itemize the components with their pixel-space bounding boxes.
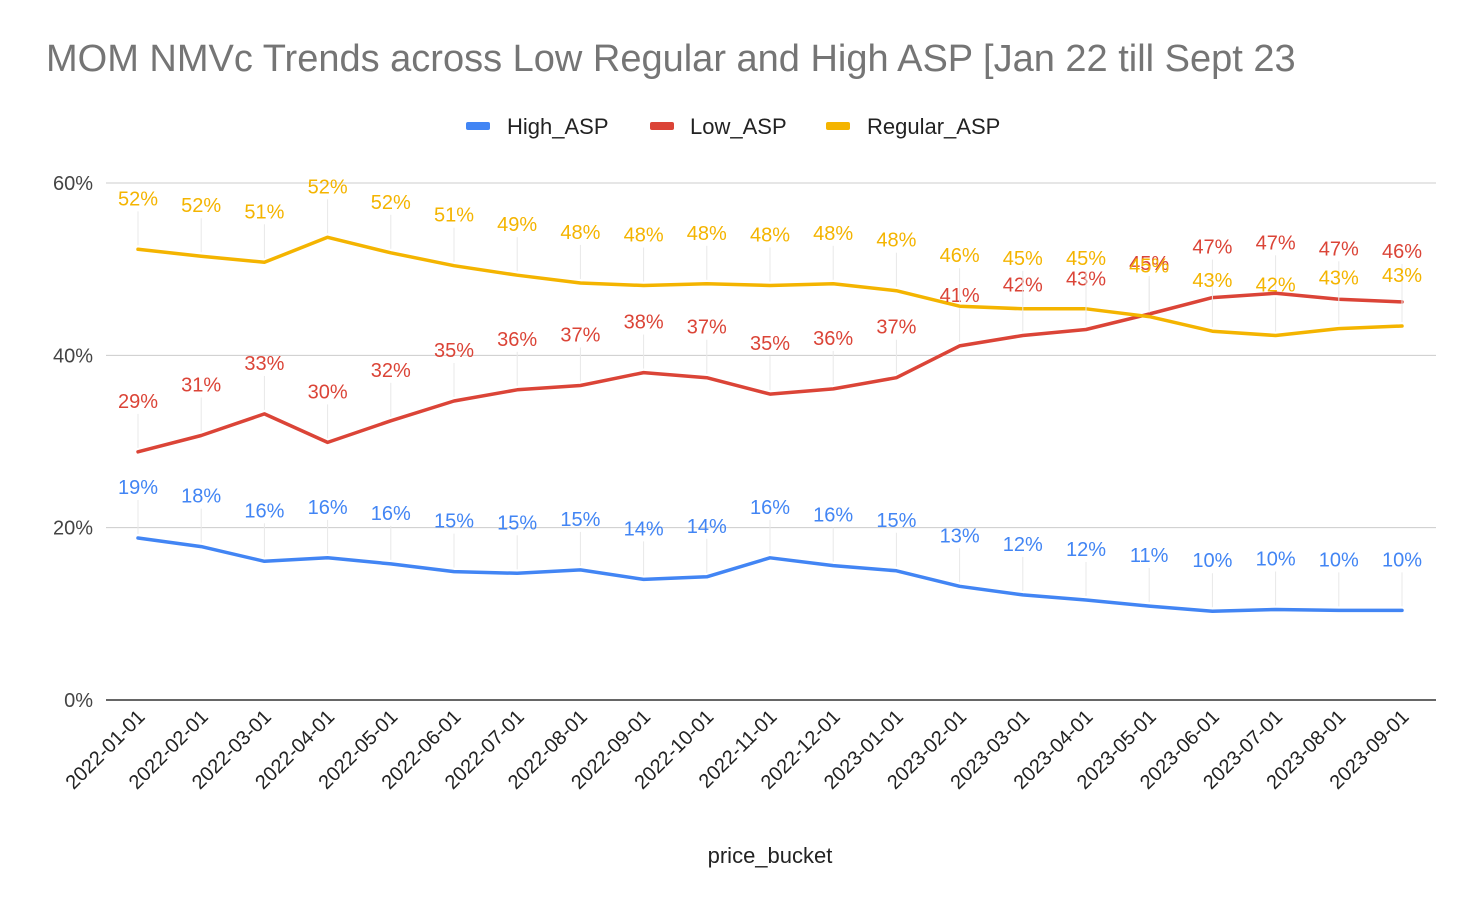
data-label: 45% [1129,256,1169,278]
data-label: 47% [1192,237,1232,259]
legend-label-Low_ASP: Low_ASP [690,114,787,139]
y-tick-label: 60% [53,173,93,195]
data-label: 11% [1130,545,1169,567]
data-label: 52% [181,195,221,217]
data-label: 32% [371,360,411,382]
legend-swatch-High_ASP [466,122,490,130]
data-label: 48% [687,223,727,245]
data-label: 47% [1319,238,1359,260]
x-axis: 2022-01-012022-02-012022-03-012022-04-01… [62,706,1414,794]
data-label: 14% [687,516,727,538]
data-label: 12% [1066,539,1106,561]
data-label: 35% [434,340,474,362]
data-label: 10% [1319,549,1359,571]
data-label: 16% [371,503,411,525]
legend-label-High_ASP: High_ASP [507,114,609,139]
data-label: 35% [750,333,790,355]
legend-swatch-Low_ASP [650,122,674,130]
data-label: 45% [1129,253,1169,275]
legend-swatch-Regular_ASP [826,122,850,130]
data-label: 46% [1382,241,1422,263]
data-label: 45% [1003,248,1043,270]
series-line-Low_ASP [136,291,1404,454]
gridlines [106,182,1436,701]
data-label: 48% [560,222,600,244]
data-label: 16% [244,500,284,522]
data-label: 52% [371,192,411,214]
y-tick-label: 40% [53,345,93,367]
x-axis-title: price_bucket [708,843,833,868]
data-label: 47% [1256,232,1296,254]
series-line-Regular_ASP [136,235,1404,338]
series-lines [136,235,1404,613]
data-label: 48% [813,223,853,245]
y-axis-ticks: 0% 20% 40% 60% [53,173,93,712]
data-label: 10% [1382,549,1422,571]
data-label: 46% [940,245,980,267]
data-label: 37% [876,317,916,339]
data-label: 16% [308,497,348,519]
y-tick-label: 20% [53,518,93,540]
data-label: 15% [876,510,916,532]
data-label: 15% [434,511,474,533]
data-label: 43% [1382,265,1422,287]
data-label: 45% [1066,248,1106,270]
data-label: 51% [244,201,284,223]
data-label: 29% [118,391,158,413]
legend: High_ASP Low_ASP Regular_ASP [466,114,1000,139]
data-label: 10% [1192,550,1232,572]
data-label: 48% [624,225,664,247]
data-label: 48% [750,225,790,247]
data-label: 15% [560,509,600,531]
data-labels: 19% 18% 16% 16% 16% 15% 15% 15% 14% 14% 16% 16% 15% 1… [118,176,1422,608]
data-label: 16% [750,497,790,519]
data-label: 36% [497,329,537,351]
data-label: 48% [876,230,916,252]
series-line-High_ASP [136,536,1404,613]
data-label: 18% [181,486,221,508]
data-label: 16% [813,505,853,527]
data-label: 43% [1319,268,1359,290]
data-label: 51% [434,205,474,227]
data-label: 37% [560,324,600,346]
data-label: 10% [1256,549,1296,571]
data-label: 19% [118,477,158,499]
data-label: 43% [1192,270,1232,292]
data-label: 49% [497,214,537,236]
data-label: 31% [181,374,221,396]
data-label: 33% [244,353,284,375]
data-label: 42% [1256,275,1296,297]
chart-title: MOM NMVc Trends across Low Regular and H… [46,38,1296,80]
data-label: 15% [497,512,537,534]
data-label: 30% [308,381,348,403]
data-label: 52% [118,188,158,210]
data-label: 12% [1003,534,1043,556]
data-label: 37% [687,317,727,339]
data-label: 36% [813,328,853,350]
data-label: 52% [308,176,348,198]
legend-label-Regular_ASP: Regular_ASP [867,114,1000,139]
data-label: 13% [940,525,980,547]
data-label: 14% [624,518,664,540]
data-label: 38% [624,312,664,334]
y-tick-label: 0% [64,690,93,712]
